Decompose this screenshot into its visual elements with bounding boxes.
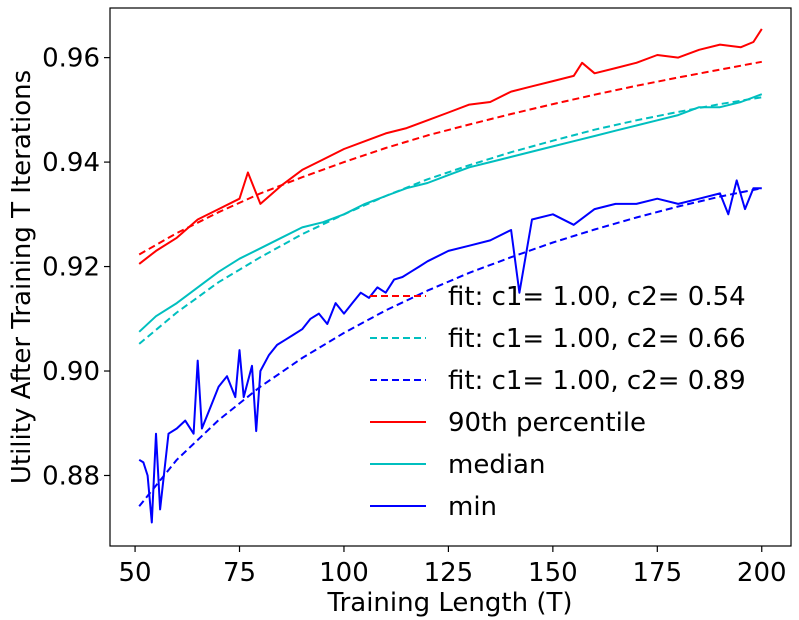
x-tick-label: 150	[528, 558, 578, 588]
y-tick-label: 0.92	[42, 253, 100, 283]
y-axis: 0.88 0.90 0.92 0.94 0.96	[42, 44, 110, 491]
plot-frame	[109, 7, 792, 547]
legend-label-5: min	[448, 492, 497, 522]
x-axis: 50 75 100 125 150 175 200	[119, 546, 787, 588]
y-tick-label: 0.94	[42, 148, 100, 178]
x-tick-label: 75	[223, 558, 256, 588]
x-tick-label: 100	[319, 558, 369, 588]
series-layer	[138, 28, 763, 524]
series-line-1	[138, 96, 762, 345]
series-line-4	[138, 93, 763, 333]
legend-label-2: fit: c1= 1.00, c2= 0.89	[448, 366, 746, 396]
x-tick-label: 125	[424, 558, 474, 588]
x-tick-label: 50	[119, 558, 152, 588]
y-axis-label: Utility After Training T Iterations	[7, 70, 37, 484]
y-tick-label: 0.96	[42, 44, 100, 74]
y-tick-label: 0.88	[42, 461, 100, 491]
y-tick-label: 0.90	[42, 357, 100, 387]
x-axis-label: Training Length (T)	[327, 588, 573, 618]
series-line-2	[138, 187, 762, 507]
legend-label-0: fit: c1= 1.00, c2= 0.54	[448, 282, 746, 312]
plot-area	[110, 8, 791, 546]
series-line-0	[138, 60, 762, 256]
legend-label-1: fit: c1= 1.00, c2= 0.66	[448, 324, 746, 354]
series-line-3	[138, 28, 763, 265]
x-tick-label: 175	[632, 558, 682, 588]
legend-label-3: 90th percentile	[448, 408, 646, 438]
x-tick-label: 200	[737, 558, 787, 588]
legend: fit: c1= 1.00, c2= 0.54 fit: c1= 1.00, c2…	[370, 282, 746, 522]
legend-label-4: median	[448, 450, 545, 480]
series-line-5	[138, 179, 762, 524]
